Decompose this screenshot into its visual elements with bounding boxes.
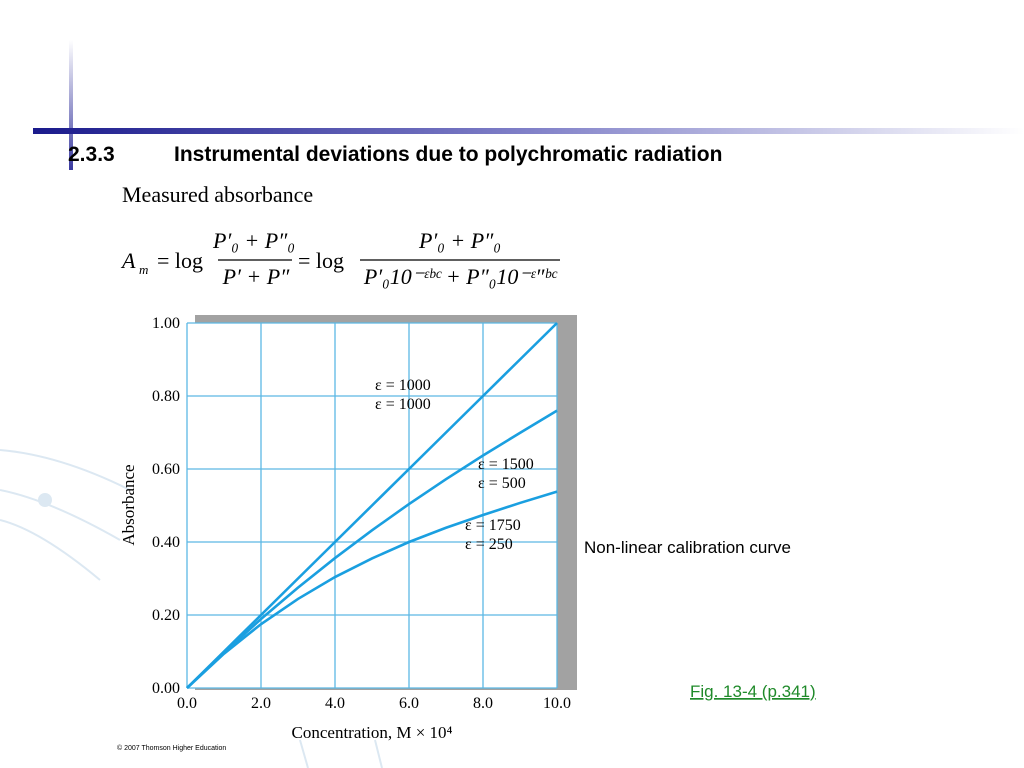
chart: 0.0 2.0 4.0 6.0 8.0 10.0 0.00 0.20 0.40 0.60 0.80 1…	[119, 315, 571, 742]
formula-den: P′₀10⁻ᵋᵇᶜ + P″₀10⁻ᵋ″ᵇᶜ	[363, 264, 558, 289]
subheading: Measured absorbance	[122, 182, 313, 207]
formula-lhs: A	[120, 248, 136, 273]
x-tick-label: 10.0	[543, 695, 571, 712]
y-tick-label: 0.20	[152, 607, 180, 624]
caption: Non-linear calibration curve	[584, 538, 791, 557]
formula: A m = log P′₀ + P″₀ P′ + P″ = log P′₀ + …	[120, 228, 560, 289]
x-tick-label: 6.0	[399, 695, 419, 712]
x-tick-label: 2.0	[251, 695, 271, 712]
formula-den: P′ + P″	[222, 264, 291, 289]
decor-vertical	[69, 40, 73, 170]
formula-num: P′₀ + P″₀	[418, 228, 501, 253]
formula-lhs-sub: m	[139, 262, 148, 277]
decor-curves	[0, 449, 383, 768]
annotation: ε = 1000	[375, 396, 431, 413]
line-series	[186, 490, 558, 689]
annotation: ε = 1750	[465, 517, 521, 534]
annotation: ε = 250	[465, 536, 513, 553]
annotation: ε = 1000	[375, 377, 431, 394]
formula-eq: = log	[298, 248, 344, 273]
decor-bar	[33, 128, 1024, 134]
annotation: ε = 1500	[478, 456, 534, 473]
y-axis-title: Absorbance	[119, 464, 138, 545]
x-tick-label: 4.0	[325, 695, 345, 712]
y-tick-label: 1.00	[152, 315, 180, 332]
y-tick-label: 0.00	[152, 680, 180, 697]
formula-eq: = log	[157, 248, 203, 273]
y-tick-label: 0.40	[152, 534, 180, 551]
x-tick-label: 8.0	[473, 695, 493, 712]
heading-title: Instrumental deviations due to polychrom…	[174, 143, 722, 166]
x-tick-label: 0.0	[177, 695, 197, 712]
formula-num: P′₀ + P″₀	[212, 228, 295, 253]
copyright: © 2007 Thomson Higher Education	[117, 744, 226, 752]
y-tick-label: 0.80	[152, 388, 180, 405]
y-tick-label: 0.60	[152, 461, 180, 478]
line-series	[186, 409, 558, 689]
figure-link[interactable]: Fig. 13-4 (p.341)	[690, 682, 816, 701]
x-axis-title: Concentration, M × 10⁴	[292, 723, 453, 742]
heading-number: 2.3.3	[68, 143, 115, 166]
annotation: ε = 500	[478, 475, 526, 492]
line-series	[186, 322, 558, 689]
